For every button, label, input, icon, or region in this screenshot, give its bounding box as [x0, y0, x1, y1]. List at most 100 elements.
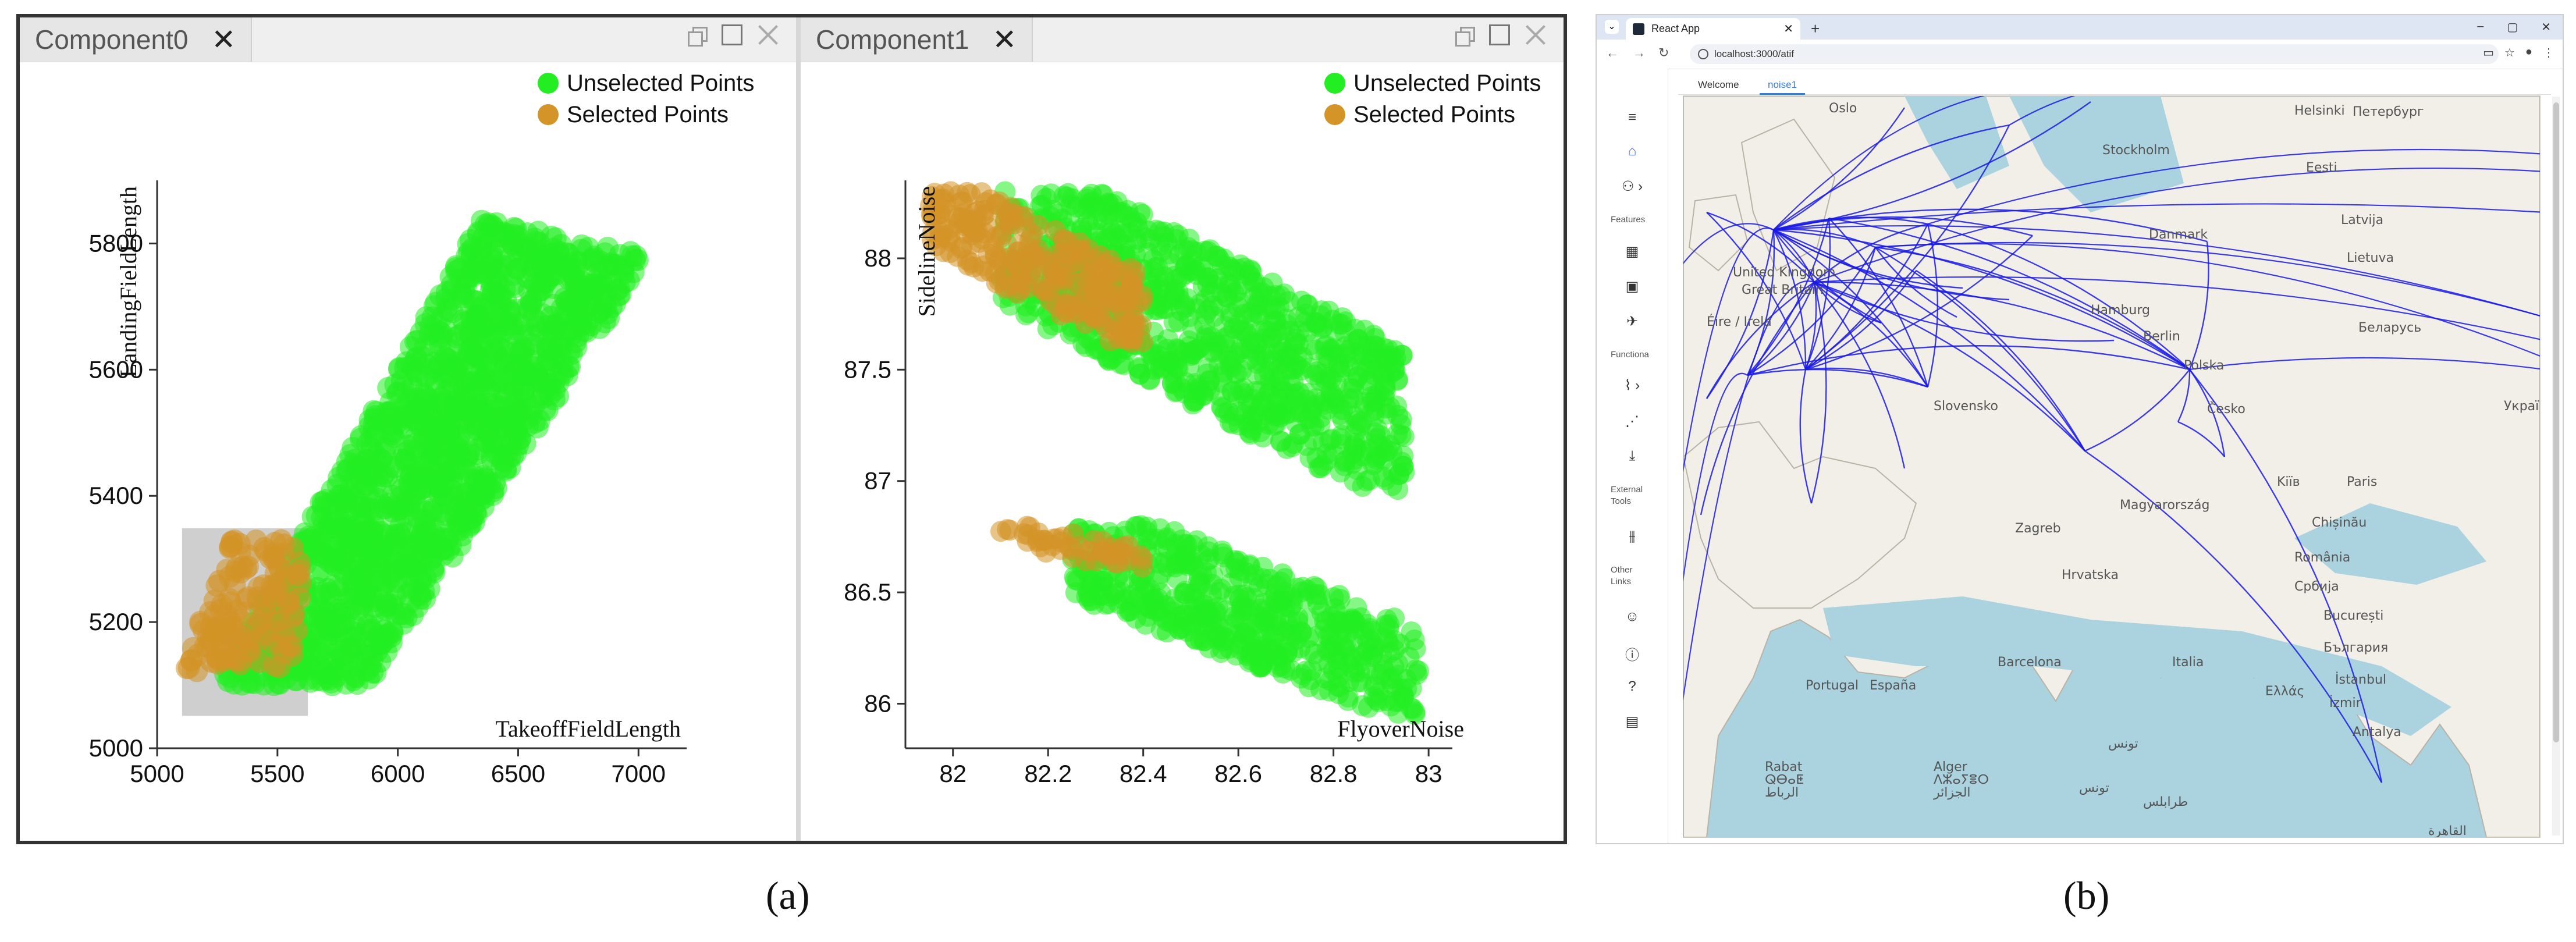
legend-label: Selected Points — [1353, 101, 1515, 127]
flight-route — [2189, 369, 2226, 457]
back-icon[interactable]: ← — [1606, 45, 1619, 60]
data-point — [355, 457, 378, 480]
close-icon[interactable]: ✕ — [992, 23, 1017, 56]
site-info-icon[interactable] — [1698, 49, 1708, 59]
restore-button[interactable]: ▢ — [2507, 21, 2518, 34]
cast-icon[interactable]: ▭ — [2483, 47, 2494, 59]
trend-chart-icon[interactable]: ⌇ › — [1624, 378, 1640, 393]
legend-label: Selected Points — [567, 101, 729, 127]
data-point — [315, 666, 338, 689]
profile-icon[interactable]: ● — [2525, 45, 2532, 58]
data-point — [1316, 335, 1337, 356]
data-point — [1195, 304, 1217, 325]
flight-route — [1805, 125, 2010, 370]
scatter-plot[interactable]: 5000 5500 6000 6500 7000 5000 5200 5400 5600 5800… — [20, 64, 794, 844]
data-point — [542, 277, 565, 299]
data-point — [1311, 300, 1332, 322]
maximize-icon[interactable] — [1489, 24, 1510, 45]
data-point — [363, 407, 386, 430]
data-point — [1131, 556, 1153, 578]
map-label: България — [2323, 641, 2388, 655]
data-point — [1296, 435, 1317, 456]
download-icon[interactable]: ⤓ — [1629, 448, 1636, 464]
data-point — [1138, 242, 1159, 264]
data-point — [507, 433, 530, 456]
grid-icon[interactable]: ▦ — [1625, 244, 1639, 260]
data-point — [1354, 620, 1376, 641]
data-point — [1200, 282, 1222, 303]
data-point — [261, 586, 284, 609]
close-window-button[interactable]: ✕ — [2541, 21, 2551, 34]
y-tick-label: 5200 — [89, 608, 143, 635]
people-icon[interactable]: ☺ — [1625, 609, 1640, 624]
data-point — [1340, 378, 1362, 399]
info-icon[interactable]: ⓘ — [1625, 648, 1639, 663]
flight-route — [1747, 247, 1877, 376]
chevron-down-icon[interactable]: ⌄ — [1605, 20, 1619, 34]
tab-welcome[interactable]: Welcome — [1698, 79, 1739, 90]
data-point — [523, 370, 545, 393]
ireland-shape — [1688, 194, 1749, 272]
badge-icon[interactable]: ▣ — [1625, 279, 1639, 294]
data-point — [1251, 394, 1273, 415]
reload-icon[interactable]: ↻ — [1658, 45, 1669, 60]
data-point — [262, 542, 285, 565]
home-icon[interactable]: ⌂ — [1628, 143, 1637, 159]
data-point — [567, 306, 589, 329]
map-label: ⴷⵣⴰⵢⴻⵔ — [1934, 773, 1989, 787]
tab-component0[interactable]: Component0 ✕ — [20, 17, 253, 62]
browser-tab[interactable]: React App ✕ — [1626, 18, 1800, 40]
data-point — [1161, 612, 1182, 634]
data-point — [473, 430, 495, 453]
close-icon[interactable]: ✕ — [211, 23, 236, 56]
share-nodes-icon[interactable]: ⚇ › — [1621, 179, 1643, 194]
caption-a: (a) — [766, 873, 810, 918]
data-point — [1128, 357, 1149, 378]
data-point — [1328, 612, 1349, 633]
new-tab-button[interactable]: + — [1811, 20, 1820, 37]
data-point — [485, 258, 508, 281]
flight-route — [1799, 369, 1813, 504]
scrollbar-thumb[interactable] — [2553, 102, 2559, 742]
map-label: Polska — [2184, 358, 2224, 373]
map-label: Berlin — [2143, 329, 2180, 344]
close-icon[interactable] — [758, 24, 779, 45]
x-tick-label: 82.8 — [1310, 760, 1358, 787]
tab-noise1[interactable]: noise1 — [1760, 77, 1806, 95]
tab-component1[interactable]: Component1 ✕ — [801, 17, 1033, 62]
restore-icon[interactable] — [1453, 24, 1475, 47]
flight-map[interactable]: Oslo Helsinki Петербург Stockholm Eesti Latvi… — [1683, 95, 2541, 838]
data-point — [360, 618, 383, 641]
legend-item: Unselected Points — [1324, 67, 1541, 99]
map-label: Éire / Irela — [1707, 314, 1772, 329]
maximize-icon[interactable] — [722, 24, 742, 45]
close-icon[interactable] — [1525, 24, 1546, 45]
scatter-plot[interactable]: 82 82.2 82.4 82.6 82.8 83 86 86.5 87 87.5 88 Flyove… — [801, 64, 1563, 844]
hamburger-menu-icon[interactable]: ≡ — [1628, 109, 1636, 125]
data-point — [461, 246, 483, 268]
scatter-icon[interactable]: ⋰ — [1625, 414, 1639, 429]
id-card-icon[interactable]: ▤ — [1625, 714, 1639, 730]
x-tick-label: 6500 — [491, 760, 545, 787]
tools-icon[interactable]: ⫵ — [1629, 528, 1636, 544]
y-tick-label: 86 — [864, 689, 891, 717]
plane-takeoff-icon[interactable]: ✈ — [1626, 314, 1639, 329]
data-point — [1229, 634, 1250, 655]
minimize-button[interactable]: – — [2477, 20, 2484, 33]
menu-kebab-icon[interactable]: ⋮ — [2543, 47, 2554, 59]
data-point — [1298, 627, 1319, 648]
scrollbar[interactable] — [2552, 97, 2560, 836]
data-point — [278, 635, 300, 658]
flight-route — [1810, 282, 1827, 504]
bookmark-star-icon[interactable]: ☆ — [2504, 47, 2515, 59]
help-icon[interactable]: ? — [1628, 678, 1636, 694]
data-point — [472, 482, 495, 504]
restore-icon[interactable] — [685, 24, 708, 47]
map-label: Barcelona — [1998, 655, 2062, 670]
map-canvas[interactable]: Oslo Helsinki Петербург Stockholm Eesti Latvi… — [1683, 96, 2540, 837]
data-point — [1186, 241, 1207, 263]
forward-icon[interactable]: → — [1633, 45, 1646, 60]
address-bar[interactable]: localhost:3000/atif — [1690, 44, 2499, 64]
close-icon[interactable]: ✕ — [1783, 23, 1793, 35]
y-tick-label: 87.5 — [844, 356, 891, 383]
